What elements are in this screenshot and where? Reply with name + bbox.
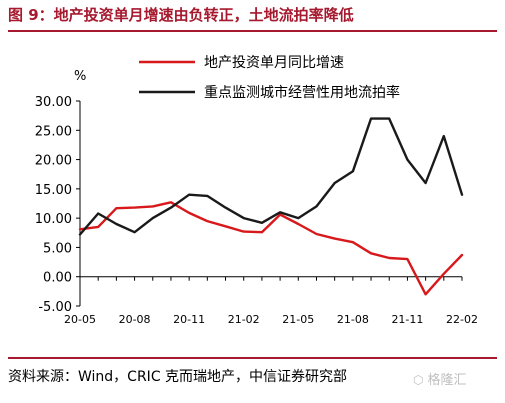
data-point	[352, 241, 354, 243]
data-point	[461, 254, 463, 256]
data-point	[79, 228, 81, 231]
data-point	[315, 233, 318, 235]
data-point	[370, 252, 372, 255]
data-point	[388, 257, 391, 259]
data-point	[97, 212, 99, 215]
data-point	[333, 182, 336, 184]
data-point	[206, 220, 209, 222]
x-tick-label: 22-02	[446, 313, 478, 326]
series-line	[78, 117, 464, 236]
data-point	[151, 205, 154, 208]
data-point	[170, 206, 172, 209]
watermark: ⬡ 格隆汇	[413, 369, 467, 388]
data-point	[188, 193, 190, 196]
series-2	[78, 117, 464, 236]
data-point	[79, 233, 81, 236]
data-point	[97, 226, 99, 228]
data-point	[133, 231, 136, 233]
figure-title: 图 9：地产投资单月增速由负转正，土地流拍率降低	[8, 6, 354, 24]
x-tick-label: 21-02	[228, 313, 260, 326]
x-tick-label: 21-05	[282, 313, 314, 326]
data-point	[424, 293, 427, 296]
data-point	[315, 205, 318, 208]
y-tick-label: -5.00	[38, 300, 72, 315]
data-point	[279, 211, 281, 214]
series-1	[78, 201, 464, 296]
y-tick-label: 10.00	[35, 212, 72, 227]
data-point	[188, 212, 190, 214]
series-layer	[78, 117, 464, 296]
data-point	[333, 237, 336, 240]
data-point	[279, 213, 281, 216]
watermark-logo-icon: ⬡	[413, 373, 424, 387]
y-tick-label: 5.00	[43, 241, 72, 256]
legend-label: 地产投资单月同比增速	[204, 55, 344, 71]
data-point	[388, 117, 391, 120]
x-tick-label: 20-11	[173, 313, 205, 326]
data-point	[224, 206, 227, 209]
y-tick-label: 30.00	[35, 95, 72, 110]
source-rule	[8, 357, 497, 359]
data-point	[242, 217, 245, 219]
data-point	[443, 272, 445, 275]
data-point	[406, 158, 409, 161]
data-point	[370, 117, 372, 120]
watermark-text: 格隆汇	[427, 373, 467, 388]
y-tick-label: 0.00	[43, 271, 72, 286]
data-point	[133, 206, 136, 209]
data-point	[115, 223, 118, 225]
data-point	[261, 222, 263, 224]
data-point	[352, 170, 354, 173]
y-tick-label: 20.00	[35, 154, 72, 169]
y-tick-label: 25.00	[35, 124, 72, 139]
legend-label: 重点监测城市经营性用地流拍率	[204, 84, 400, 101]
data-point	[206, 195, 209, 197]
title-rule	[8, 30, 497, 32]
x-tick-label: 21-11	[391, 313, 423, 326]
data-point	[224, 225, 227, 228]
x-tick-label: 21-08	[337, 313, 369, 326]
data-point	[242, 230, 245, 233]
data-point	[115, 207, 118, 209]
data-point	[151, 217, 154, 219]
y-axis-unit: %	[74, 69, 86, 84]
data-point	[170, 201, 172, 204]
data-point	[261, 231, 263, 233]
data-point	[461, 193, 463, 196]
data-point	[443, 135, 445, 137]
x-tick-label: 20-08	[119, 313, 151, 326]
x-tick-label: 20-05	[64, 313, 96, 326]
y-axis: 30.00 25.00 20.00 15.00 10.00 5.00 0.00 -5.00	[35, 95, 81, 315]
data-point	[297, 217, 300, 219]
source-note: 资料来源：Wind，CRIC 克而瑞地产，中信证券研究部	[8, 369, 348, 385]
x-axis: 20-05 20-08 20-11 21-02 21-05 21-08 21-11 22-02	[64, 276, 478, 326]
data-point	[424, 182, 427, 184]
series-line	[78, 201, 464, 296]
data-point	[297, 223, 300, 225]
y-tick-label: 15.00	[35, 183, 72, 198]
data-point	[406, 258, 409, 260]
